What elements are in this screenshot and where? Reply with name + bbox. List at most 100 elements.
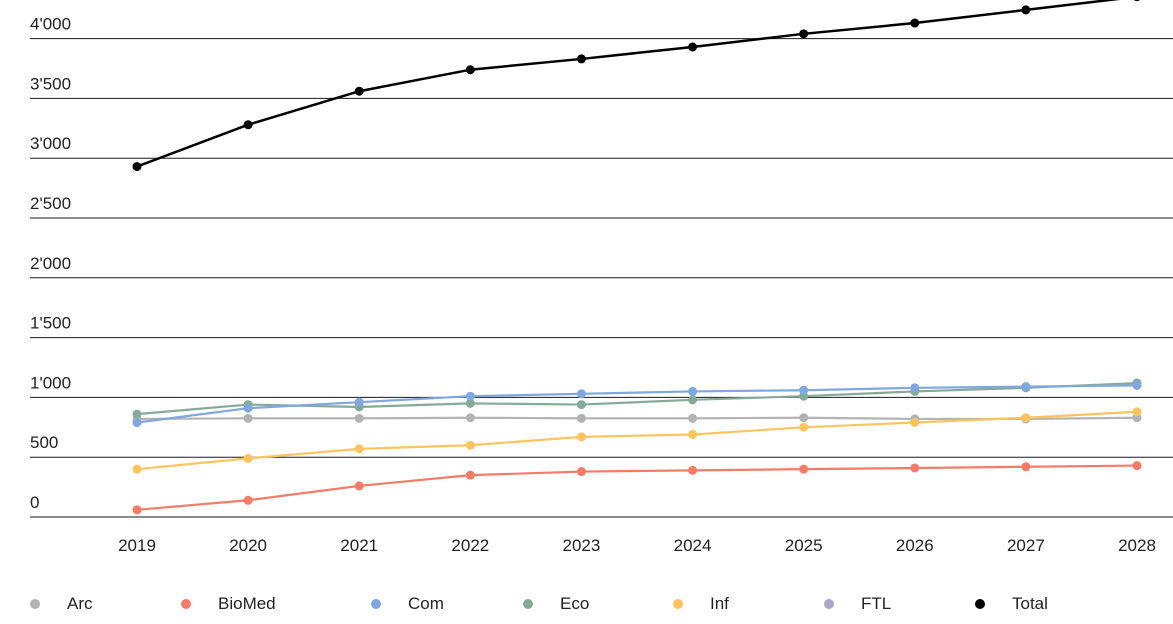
data-point-com [576, 389, 586, 399]
legend-item-eco: Eco [523, 590, 589, 618]
x-tick-label: 2021 [340, 536, 378, 555]
legend-label: Arc [67, 594, 93, 613]
data-point-biomed [576, 467, 586, 477]
data-point-biomed [132, 505, 142, 515]
y-axis-tick-labels: 0 500 1'000 1'500 2'000 2'500 3'000 3'500 4'000 [30, 15, 71, 512]
legend-item-ftl: FTL [824, 590, 891, 618]
legend-swatch [30, 599, 40, 609]
data-point-com [688, 386, 698, 396]
data-point-eco [132, 409, 142, 419]
gridlines [30, 38, 1173, 518]
data-point-total [354, 86, 364, 96]
data-point-inf [132, 464, 142, 474]
y-tick-label: 1'000 [30, 373, 71, 392]
data-point-inf [799, 422, 809, 432]
data-point-eco [688, 395, 698, 405]
legend-label: Eco [560, 594, 590, 613]
data-point-arc [688, 413, 698, 423]
y-tick-label: 2'500 [30, 194, 71, 213]
data-point-total [799, 29, 809, 39]
data-point-arc [799, 413, 809, 423]
data-point-inf [688, 429, 698, 439]
data-point-total [576, 54, 586, 64]
data-point-total [1021, 5, 1031, 15]
legend-label: Com [408, 594, 444, 613]
legend-item-arc: Arc [30, 590, 93, 618]
x-tick-label: 2019 [118, 536, 156, 555]
data-point-total [465, 65, 475, 75]
data-point-arc [243, 413, 253, 423]
data-point-com [465, 391, 475, 401]
legend-item-com: Com [371, 590, 444, 618]
y-tick-label: 1'500 [30, 314, 71, 333]
legend-swatch [673, 599, 683, 609]
data-point-inf [1132, 407, 1142, 417]
series-line-total [136, 0, 1121, 168]
x-axis-tick-labels: 2019 2020 2021 2022 2023 2024 2025 2026 2027 2028 [118, 536, 1156, 555]
legend-item-inf: Inf [673, 590, 729, 618]
data-point-arc [576, 413, 586, 423]
legend: Arc BioMed Com Eco Inf FTL Total [0, 590, 1173, 618]
legend-item-biomed: BioMed [181, 590, 276, 618]
series-lines [132, 0, 1142, 515]
y-tick-label: 3'500 [30, 74, 71, 93]
series-inf [132, 407, 1142, 474]
x-tick-label: 2023 [563, 536, 601, 555]
data-point-total [910, 18, 920, 28]
legend-label: Inf [710, 594, 729, 613]
data-point-biomed [354, 481, 364, 491]
series-line-arc [136, 416, 1138, 421]
data-point-biomed [688, 465, 698, 475]
data-point-inf [576, 432, 586, 442]
series-line-inf [136, 410, 1138, 471]
x-tick-label: 2022 [451, 536, 489, 555]
x-tick-label: 2028 [1118, 536, 1156, 555]
data-point-biomed [1021, 462, 1031, 472]
y-tick-label: 500 [30, 433, 58, 452]
data-point-biomed [799, 464, 809, 474]
data-point-biomed [243, 495, 253, 505]
data-point-inf [465, 440, 475, 450]
data-point-com [1132, 380, 1142, 390]
data-point-total [132, 162, 142, 172]
data-point-eco [465, 398, 475, 408]
data-point-biomed [910, 463, 920, 473]
series-total [132, 0, 1141, 172]
data-point-inf [910, 418, 920, 428]
data-point-inf [1021, 413, 1031, 423]
legend-item-total: Total [975, 590, 1048, 618]
y-tick-label: 2'000 [30, 254, 71, 273]
data-point-biomed [1132, 461, 1142, 471]
legend-swatch [523, 599, 533, 609]
legend-swatch [371, 599, 381, 609]
data-point-total [1133, 0, 1141, 2]
x-tick-label: 2027 [1007, 536, 1045, 555]
legend-label: Total [1012, 594, 1048, 613]
y-tick-label: 0 [30, 493, 39, 512]
data-point-eco [576, 400, 586, 410]
data-point-total [688, 42, 698, 52]
legend-swatch [824, 599, 834, 609]
data-point-com [354, 397, 364, 407]
x-tick-label: 2025 [785, 536, 823, 555]
data-point-inf [354, 444, 364, 454]
data-point-total [243, 120, 253, 130]
data-point-arc [354, 413, 364, 423]
data-point-inf [243, 453, 253, 463]
data-point-com [799, 385, 809, 395]
legend-label: BioMed [218, 594, 276, 613]
x-tick-label: 2026 [896, 536, 934, 555]
legend-swatch [975, 599, 985, 609]
legend-swatch [181, 599, 191, 609]
series-line-com [136, 384, 1138, 424]
y-tick-label: 4'000 [30, 15, 71, 34]
data-point-com [132, 418, 142, 428]
line-chart: 05001'0001'5002'0002'5003'0003'5004'000 … [30, 0, 1173, 555]
x-tick-label: 2024 [674, 536, 712, 555]
series-com [132, 380, 1142, 428]
x-tick-label: 2020 [229, 536, 267, 555]
series-line-biomed [136, 464, 1138, 511]
data-point-com [1021, 382, 1031, 392]
data-point-com [243, 403, 253, 413]
data-point-arc [465, 413, 475, 423]
